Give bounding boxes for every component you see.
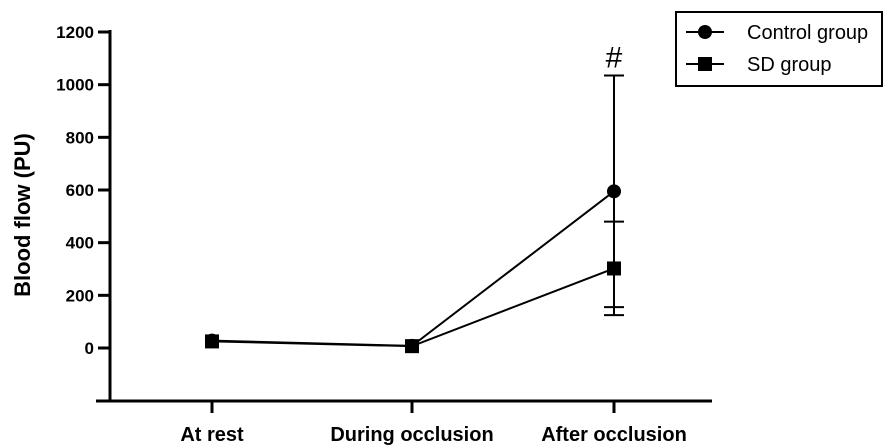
y-tick-label: 400 (66, 234, 94, 253)
data-point-square (607, 261, 621, 276)
data-point-circle (607, 184, 621, 199)
series-line (211, 267, 615, 348)
legend-marker-square (698, 57, 712, 71)
data-point-square (405, 339, 419, 354)
legend-item: Control group (686, 22, 868, 44)
series-square (205, 220, 624, 354)
data-point-square (205, 334, 219, 349)
annotation-layer: # (606, 41, 623, 74)
legend-items: Control group SD group (686, 22, 868, 76)
axes (96, 30, 712, 403)
x-category-label: At rest (180, 424, 244, 446)
x-ticks: At rest During occlusion After occlusion (180, 401, 687, 446)
significance-annotation: # (606, 41, 623, 74)
x-category-label: After occlusion (541, 424, 687, 446)
x-category-label: During occlusion (330, 424, 493, 446)
legend-item: SD group (686, 54, 832, 76)
series-line (211, 190, 615, 347)
y-ticks: 0 200 400 600 800 1000 1200 (56, 23, 110, 358)
legend: Control group SD group (675, 11, 883, 87)
y-axis-title: Blood flow (PU) (10, 133, 35, 297)
y-tick-label: 800 (66, 128, 94, 147)
series-layer (205, 74, 624, 354)
y-tick-label: 1000 (56, 76, 94, 95)
y-tick-label: 600 (66, 181, 94, 200)
y-tick-label: 1200 (56, 23, 94, 42)
legend-label: SD group (747, 54, 832, 76)
y-tick-label: 0 (85, 339, 94, 358)
legend-marker-circle (698, 25, 712, 39)
series-circle (205, 74, 624, 353)
legend-box (675, 11, 883, 87)
legend-label: Control group (747, 22, 868, 44)
y-tick-label: 200 (66, 286, 94, 305)
